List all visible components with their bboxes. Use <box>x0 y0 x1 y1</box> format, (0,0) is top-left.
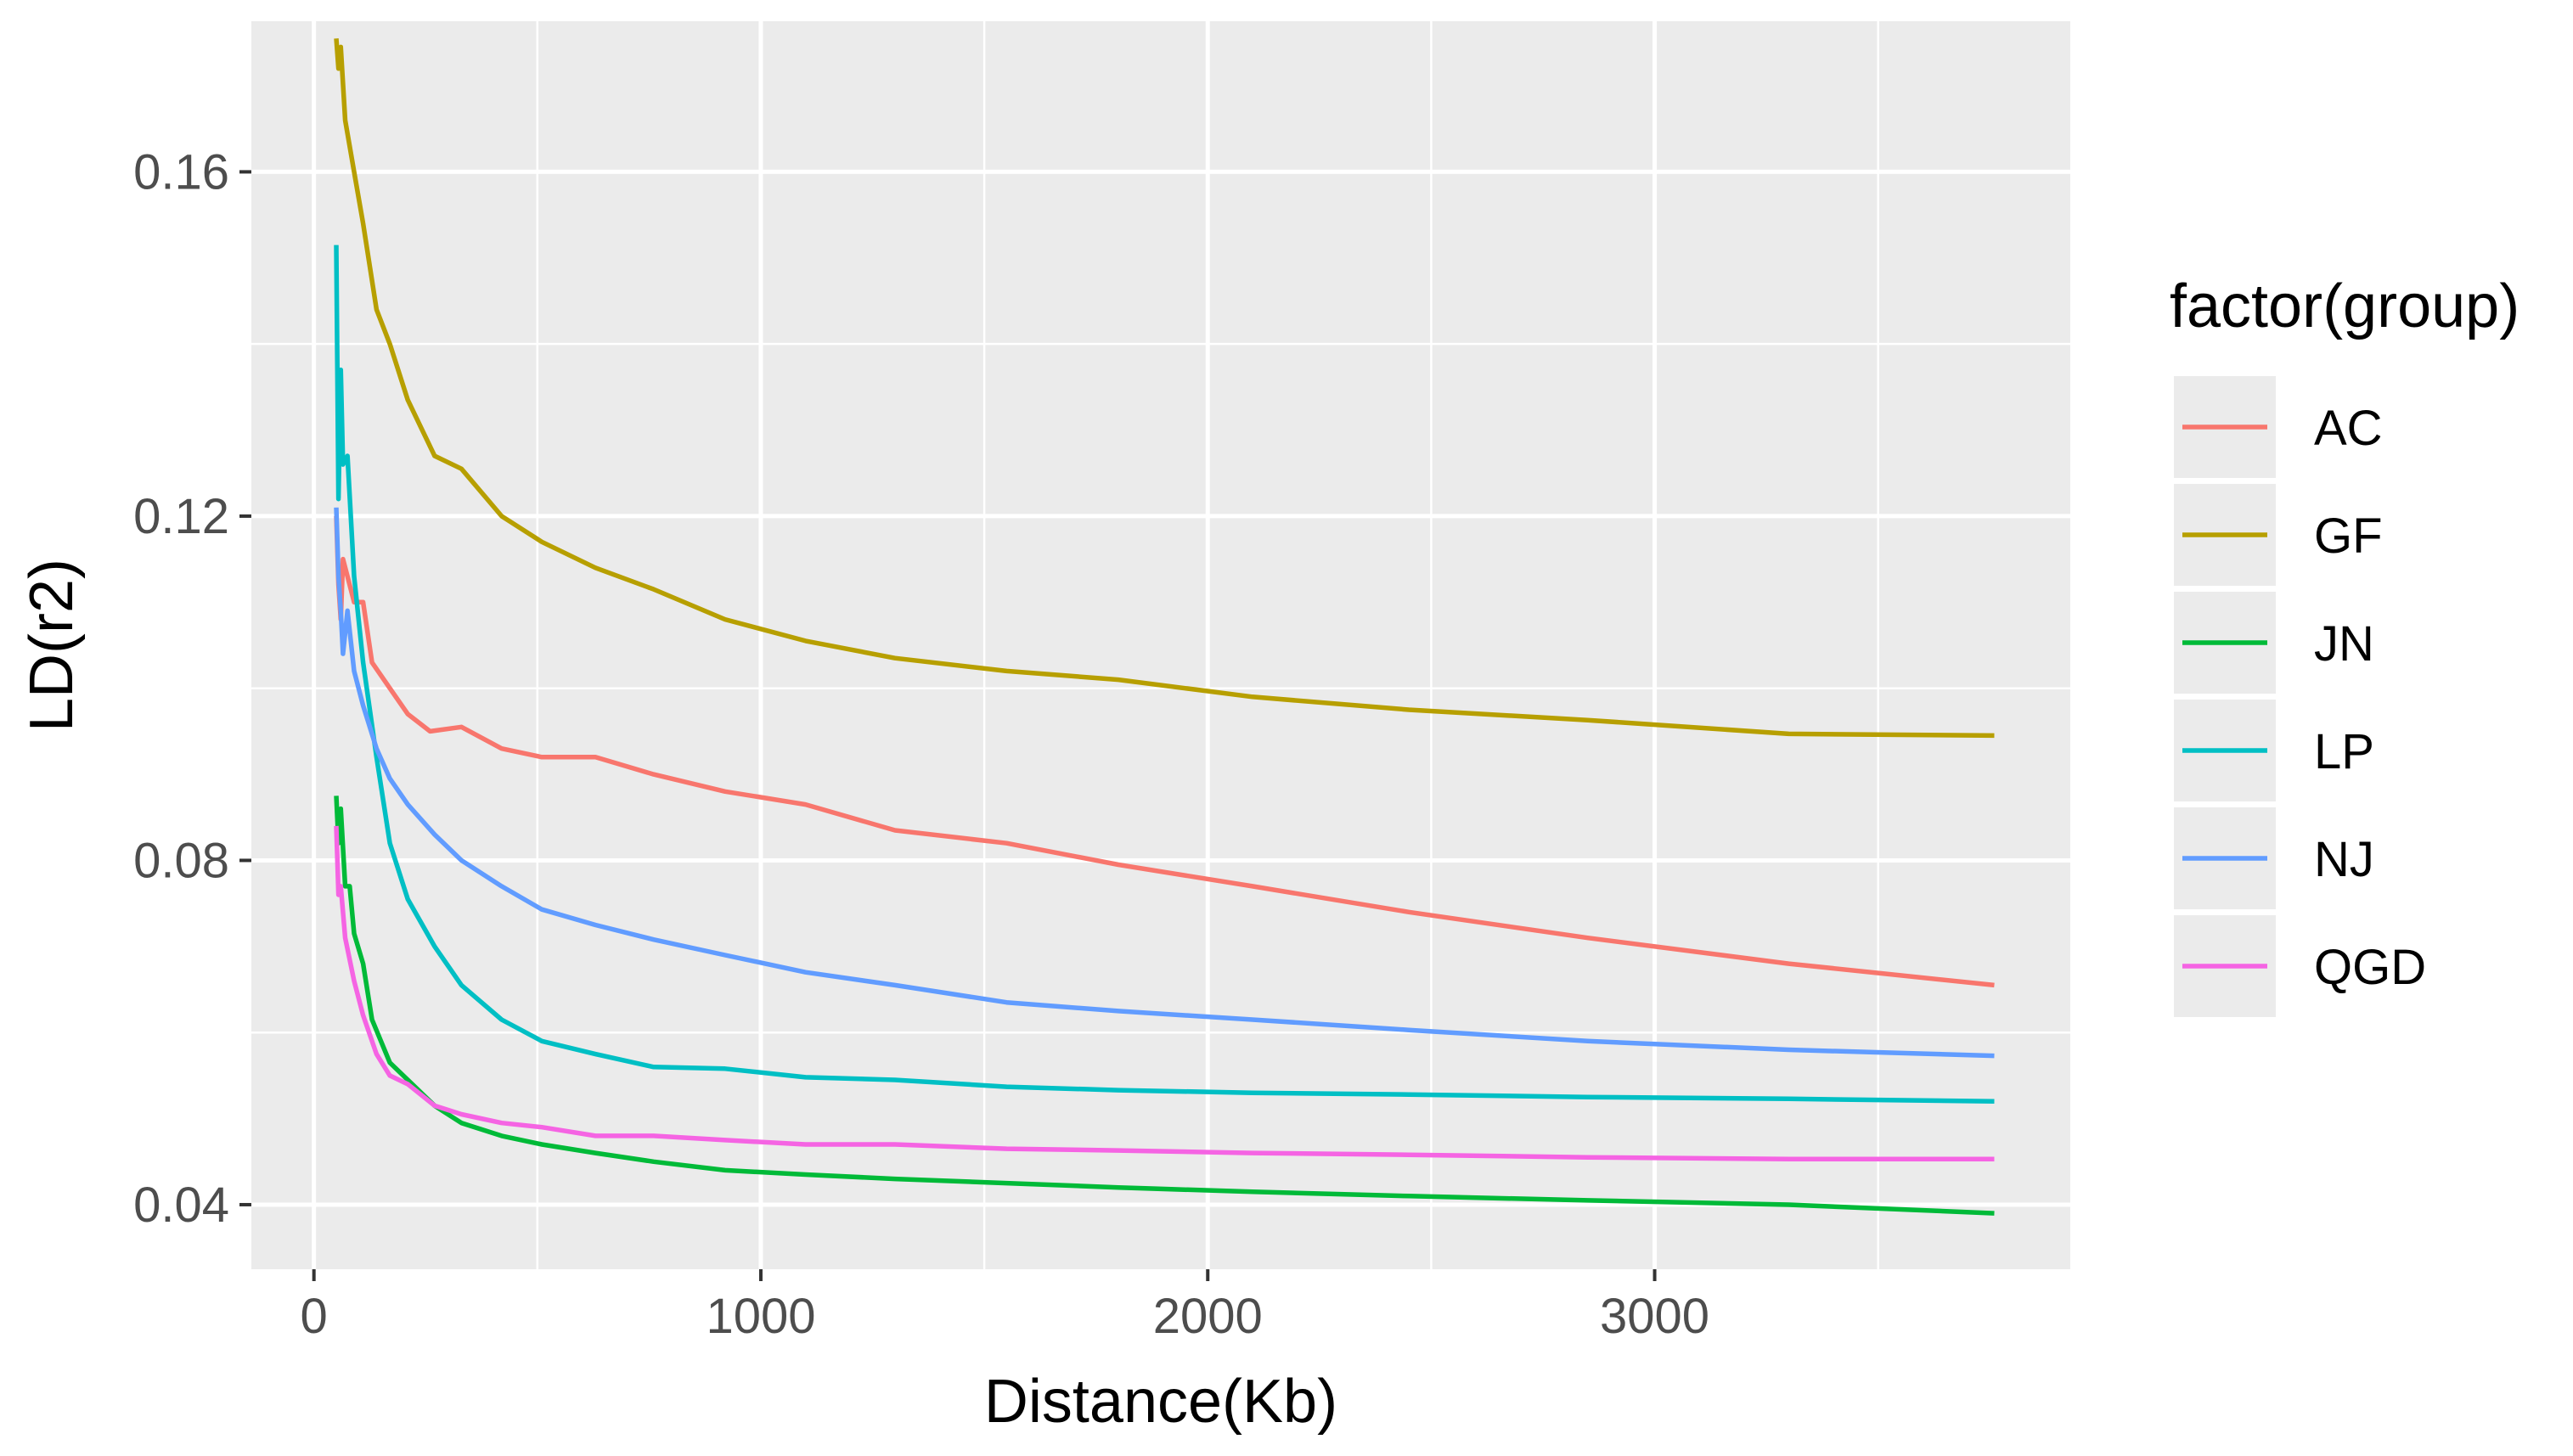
legend-label-lp: LP <box>2314 724 2374 779</box>
legend: factor(group) AC GF JN LP NJ QGD <box>2170 273 2520 1017</box>
minor-gridlines <box>251 21 2070 1269</box>
legend-items: AC GF JN LP NJ QGD <box>2174 376 2426 1017</box>
x-axis-title: Distance(Kb) <box>984 1368 1337 1436</box>
series-line-ac <box>334 515 1995 988</box>
series-line-qgd <box>334 825 1995 1161</box>
legend-label-jn: JN <box>2314 616 2374 672</box>
x-axis: 0 1000 2000 3000 <box>301 1269 1709 1344</box>
x-tick-label: 1000 <box>706 1289 815 1344</box>
series-line-nj <box>334 507 1995 1059</box>
y-axis-title: LD(r2) <box>18 559 86 732</box>
legend-label-ac: AC <box>2314 401 2383 456</box>
legend-label-nj: NJ <box>2314 832 2374 887</box>
legend-label-qgd: QGD <box>2314 940 2426 995</box>
y-tick-label: 0.08 <box>133 833 229 888</box>
series-line-lp <box>334 245 1995 1105</box>
x-tick-label: 2000 <box>1153 1289 1263 1344</box>
legend-title: factor(group) <box>2170 273 2520 340</box>
y-tick-label: 0.16 <box>133 144 229 200</box>
y-tick-label: 0.04 <box>133 1178 229 1233</box>
plot-panel <box>251 21 2070 1269</box>
y-axis: 0.04 0.08 0.12 0.16 <box>133 144 251 1233</box>
series-lines <box>334 38 1995 1216</box>
y-tick-label: 0.12 <box>133 489 229 544</box>
x-tick-label: 3000 <box>1600 1289 1709 1344</box>
series-line-gf <box>334 38 1995 739</box>
x-tick-label: 0 <box>301 1289 328 1344</box>
series-line-jn <box>334 795 1995 1216</box>
legend-label-gf: GF <box>2314 509 2383 564</box>
